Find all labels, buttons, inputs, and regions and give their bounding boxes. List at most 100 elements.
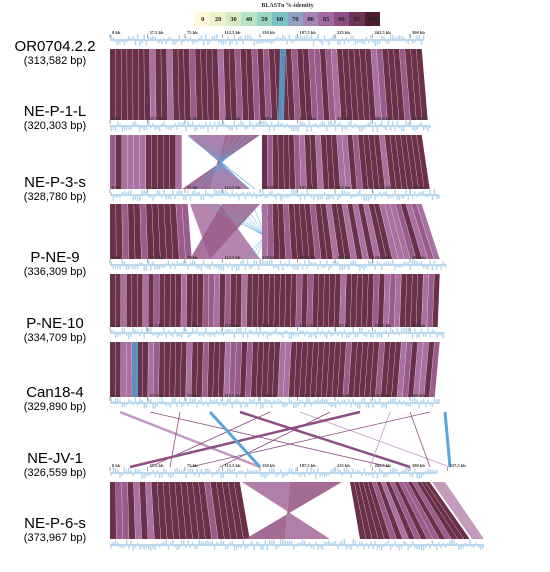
synteny-band	[358, 482, 379, 539]
gene-feature	[158, 400, 161, 403]
synteny-band	[404, 49, 417, 120]
gene-feature	[178, 400, 181, 403]
gene-feature	[396, 120, 398, 126]
gene-feature	[119, 545, 121, 548]
gene-feature	[350, 333, 352, 336]
gene-feature	[337, 399, 339, 403]
gene-feature	[279, 260, 282, 265]
gene-feature	[339, 469, 341, 473]
gene-feature	[438, 265, 440, 268]
gene-feature	[427, 399, 429, 403]
gene-feature	[286, 195, 288, 198]
gene-feature	[227, 126, 229, 129]
gene-feature	[130, 190, 132, 195]
gene-feature	[275, 195, 277, 200]
gene-feature	[356, 403, 359, 408]
gene-feature	[154, 473, 156, 478]
gene-feature	[433, 545, 436, 548]
synteny-band	[241, 274, 248, 327]
synteny-band	[121, 49, 128, 120]
synteny-band	[376, 482, 403, 539]
synteny-band	[326, 204, 339, 259]
gene-feature	[220, 328, 222, 333]
synteny-band	[412, 482, 452, 539]
gene-feature	[345, 126, 348, 130]
synteny-band	[274, 274, 281, 327]
gene-feature	[352, 539, 354, 545]
gene-feature	[317, 545, 319, 551]
gene-feature	[209, 122, 211, 126]
gene-feature	[202, 473, 205, 476]
synteny-band	[208, 274, 215, 327]
gene-feature	[387, 400, 390, 403]
gene-feature	[249, 329, 251, 333]
gene-feature	[147, 545, 150, 550]
gene-feature	[409, 473, 412, 477]
synteny-band	[212, 49, 220, 120]
gene-feature	[163, 265, 165, 269]
gene-feature	[350, 261, 352, 265]
gene-feature	[288, 126, 291, 129]
synteny-band	[297, 49, 307, 120]
genome-size: (373,967 bp)	[23, 532, 87, 544]
gene-feature	[321, 195, 324, 199]
gene-feature	[262, 259, 264, 265]
axis-tick-label: 0 kb	[112, 323, 121, 328]
gene-feature	[427, 126, 429, 132]
gene-feature	[418, 545, 420, 550]
gene-feature	[110, 34, 112, 40]
gene-feature	[286, 540, 288, 545]
gene-feature	[396, 36, 398, 40]
gene-feature	[290, 40, 293, 43]
gene-feature	[150, 399, 152, 403]
gene-feature	[196, 468, 198, 473]
gene-feature	[315, 399, 317, 403]
gene-feature	[334, 540, 337, 545]
synteny-band	[350, 482, 366, 539]
synteny-band	[374, 204, 393, 259]
gene-feature	[205, 327, 207, 333]
gene-feature	[466, 545, 469, 548]
gene-feature	[438, 542, 440, 545]
synteny-band	[139, 482, 148, 539]
gene-feature	[231, 469, 233, 473]
synteny-band	[387, 49, 399, 120]
synteny-band	[416, 482, 458, 539]
axis-tick-label: 150 kb	[262, 30, 275, 35]
gene-feature	[341, 473, 343, 477]
gene-feature	[361, 473, 363, 477]
gene-feature	[211, 541, 214, 545]
axis-tick-label: 75 kb	[187, 30, 198, 35]
axis-tick-label: 187.5 kb	[300, 185, 317, 190]
gene-feature	[174, 469, 176, 473]
gene-feature	[427, 542, 429, 545]
gene-feature	[330, 265, 332, 269]
gene-feature	[286, 123, 288, 126]
axis-tick-label: 150 kb	[262, 255, 275, 260]
synteny-band	[380, 342, 391, 397]
gene-feature	[392, 259, 394, 265]
gene-feature	[409, 265, 412, 271]
synteny-band	[178, 49, 185, 120]
gene-feature	[227, 398, 229, 403]
gene-feature	[332, 333, 335, 336]
gene-feature	[207, 126, 209, 132]
gene-feature	[174, 122, 176, 126]
gene-feature	[275, 473, 277, 478]
gene-feature	[139, 469, 141, 473]
gene-feature	[438, 333, 440, 336]
synteny-band	[352, 135, 363, 189]
gene-feature	[172, 40, 174, 45]
gene-feature	[301, 265, 304, 270]
gene-feature	[348, 399, 350, 403]
gene-feature	[244, 403, 247, 407]
gene-feature	[304, 403, 306, 408]
gene-feature	[191, 398, 194, 403]
gene-feature	[200, 397, 203, 403]
genome-label: P-NE-9 (336,309 bp)	[0, 249, 110, 279]
synteny-band	[416, 204, 440, 259]
gene-feature	[255, 327, 258, 333]
axis-tick-label: 75 kb	[187, 255, 198, 260]
gene-feature	[222, 541, 225, 545]
gene-feature	[365, 403, 368, 408]
